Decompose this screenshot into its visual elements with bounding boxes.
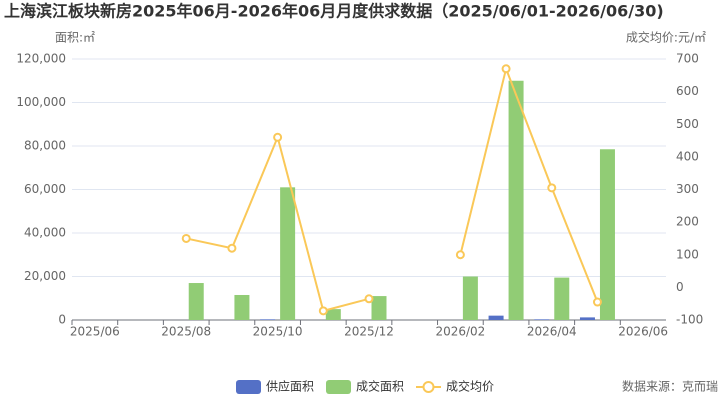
- y2-tick-label: 200: [676, 215, 699, 229]
- y2-tick-label: 0: [676, 280, 684, 294]
- legend-label: 供应面积: [266, 379, 314, 394]
- line-point: [181, 233, 191, 243]
- x-tick-label: 2026/04: [527, 325, 577, 339]
- y2-tick-label: 400: [676, 149, 699, 163]
- legend-swatch: [236, 380, 261, 394]
- y2-tick-label: 100: [676, 247, 699, 261]
- legend-swatch: [422, 381, 435, 393]
- line-point: [501, 64, 511, 74]
- x-tick-label: 2026/06: [618, 325, 668, 339]
- x-tick-label: 2026/02: [435, 325, 485, 339]
- legend-item[interactable]: 成交均价: [416, 379, 494, 394]
- y-tick-label: 120,000: [16, 52, 66, 66]
- bar: [234, 294, 250, 320]
- y2-axis-label: 成交均价:元/㎡: [626, 30, 706, 45]
- legend-swatch: [326, 380, 351, 394]
- y-axis-label: 面积:㎡: [55, 31, 95, 45]
- bar: [371, 296, 387, 320]
- bar: [579, 317, 595, 320]
- y2-tick-label: 300: [676, 182, 699, 196]
- line-point: [364, 294, 374, 304]
- source: 数据来源：克而瑞: [622, 379, 718, 394]
- x-tick-label: 2025/06: [70, 325, 120, 339]
- legend-label: 成交面积: [356, 379, 404, 394]
- legend-item[interactable]: 成交面积: [326, 379, 404, 395]
- y-tick-label: 100,000: [16, 95, 66, 109]
- x-tick-label: 2025/10: [253, 325, 303, 339]
- bar: [260, 319, 276, 320]
- x-tick-label: 2025/08: [161, 325, 211, 339]
- bar: [280, 187, 296, 320]
- bar: [554, 277, 570, 320]
- line-point: [592, 297, 602, 307]
- y-tick-label: 0: [58, 313, 66, 327]
- bar: [488, 315, 504, 320]
- bar: [534, 319, 550, 320]
- y2-tick-label: 500: [676, 117, 699, 131]
- line-point: [227, 243, 237, 253]
- line-point: [318, 306, 328, 316]
- bar: [508, 80, 524, 320]
- y-tick-label: 60,000: [24, 182, 66, 196]
- y-tick-label: 80,000: [24, 139, 66, 153]
- bar: [325, 309, 341, 320]
- bar: [462, 276, 478, 320]
- y2-tick-label: 600: [676, 84, 699, 98]
- y2-tick-label: 700: [676, 52, 699, 66]
- line-point: [455, 250, 465, 260]
- bar: [599, 149, 615, 320]
- chart-title: 上海滨江板块新房2025年06月-2026年06月月度供求数据（2025/06/…: [4, 2, 664, 21]
- y-tick-label: 40,000: [24, 226, 66, 240]
- y2-tick-label: -100: [676, 313, 703, 327]
- line-point: [273, 132, 283, 142]
- legend-label: 成交均价: [446, 379, 494, 394]
- x-tick-label: 2025/12: [344, 325, 394, 339]
- legend-item[interactable]: 供应面积: [236, 379, 314, 395]
- y-tick-label: 20,000: [24, 269, 66, 283]
- bar: [188, 283, 204, 320]
- line-point: [547, 183, 557, 193]
